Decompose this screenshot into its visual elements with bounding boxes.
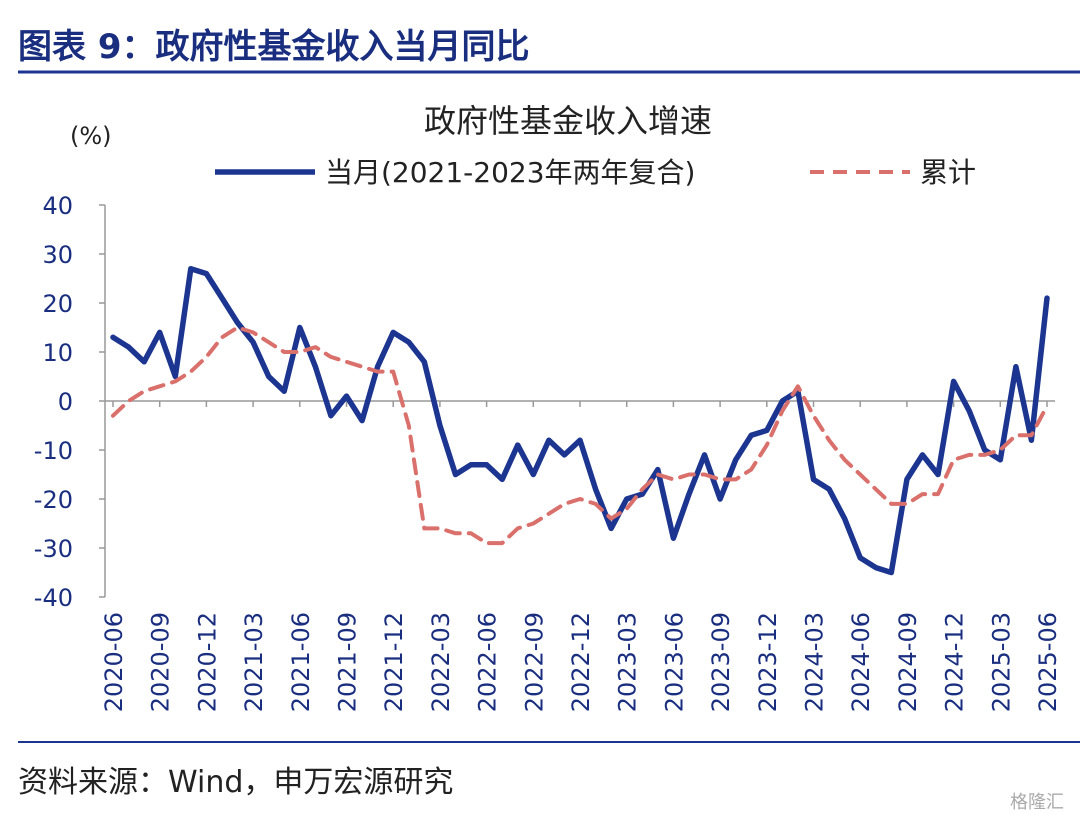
y-tick-label: -40 bbox=[34, 584, 73, 612]
watermark: 格隆汇 bbox=[1010, 792, 1064, 813]
series-line bbox=[110, 265, 1050, 576]
y-tick-label: -20 bbox=[34, 486, 73, 514]
x-tick-label: 2020-09 bbox=[147, 612, 175, 712]
x-tick-label: 2020-12 bbox=[193, 612, 221, 712]
y-tick-label: 40 bbox=[42, 192, 73, 220]
y-tick-label: -30 bbox=[34, 535, 73, 563]
x-tick-label: 2022-06 bbox=[474, 612, 502, 712]
x-tick-label: 2025-03 bbox=[987, 612, 1015, 712]
chart-title: 政府性基金收入增速 bbox=[424, 102, 712, 140]
series-line bbox=[111, 325, 1049, 546]
x-tick-label: 2020-06 bbox=[100, 612, 128, 712]
x-tick-label: 2025-06 bbox=[1034, 612, 1062, 712]
x-tick-label: 2021-03 bbox=[240, 612, 268, 712]
page-title: 图表 9：政府性基金收入当月同比 bbox=[18, 27, 530, 67]
y-tick-label: 10 bbox=[42, 339, 73, 367]
x-tick-label: 2021-09 bbox=[334, 612, 362, 712]
x-tick-label: 2024-12 bbox=[941, 612, 969, 712]
y-tick-label: -10 bbox=[34, 437, 73, 465]
x-tick-label: 2022-09 bbox=[520, 612, 548, 712]
y-tick-label: 0 bbox=[58, 388, 73, 416]
x-tick-label: 2023-06 bbox=[660, 612, 688, 712]
x-tick-label: 2022-12 bbox=[567, 612, 595, 712]
x-tick-label: 2024-06 bbox=[847, 612, 875, 712]
x-tick-label: 2023-03 bbox=[614, 612, 642, 712]
x-tick-label: 2024-03 bbox=[801, 612, 829, 712]
source: 资料来源：Wind，申万宏源研究 bbox=[18, 765, 453, 800]
y-tick-label: 20 bbox=[42, 290, 73, 318]
y-axis-label: (%) bbox=[70, 122, 112, 150]
x-tick-label: 2023-09 bbox=[707, 612, 735, 712]
y-tick-label: 30 bbox=[42, 241, 73, 269]
x-tick-label: 2024-09 bbox=[894, 612, 922, 712]
x-tick-label: 2022-03 bbox=[427, 612, 455, 712]
legend-label: 累计 bbox=[920, 156, 976, 189]
x-tick-label: 2023-12 bbox=[754, 612, 782, 712]
x-tick-label: 2021-12 bbox=[380, 612, 408, 712]
x-tick-label: 2021-06 bbox=[287, 612, 315, 712]
legend-label: 当月(2021-2023年两年复合) bbox=[325, 156, 695, 189]
